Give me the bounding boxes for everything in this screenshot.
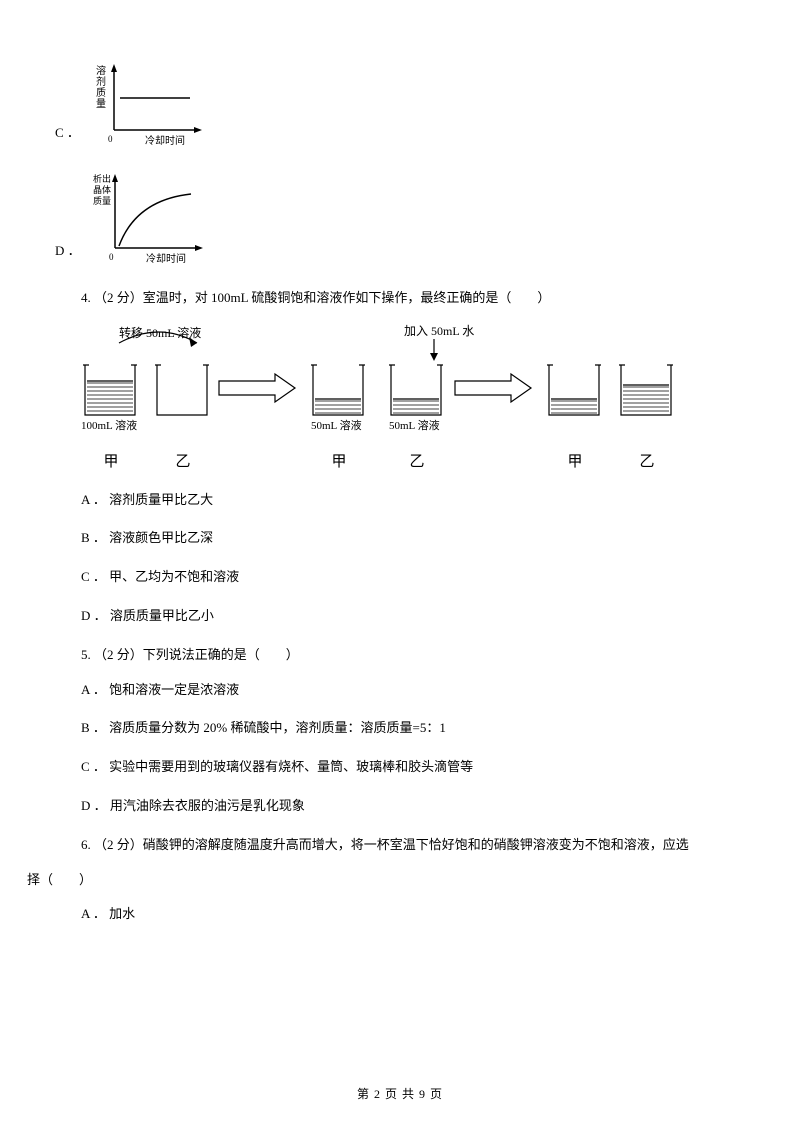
q6-stem-line2: 择（ ） <box>27 872 92 887</box>
q5-option-c: C ． 实验中需要用到的玻璃仪器有烧杯、量筒、玻璃棒和胶头滴管等 <box>55 757 745 778</box>
graph-c-block: C ． 溶 剂 质 量 0 冷却时间 <box>55 60 745 152</box>
q4-option-d: D ． 溶质质量甲比乙小 <box>55 606 745 627</box>
graph-c-svg: 溶 剂 质 量 0 冷却时间 <box>90 60 210 152</box>
q5-stem: 5. （2 分）下列说法正确的是（ ） <box>55 645 745 666</box>
q4-option-b: B ． 溶液颜色甲比乙深 <box>55 528 745 549</box>
q5-option-a: A ． 饱和溶液一定是浓溶液 <box>55 680 745 701</box>
graph-c-letter: C ． <box>55 123 80 152</box>
graph-c-ylabel-1: 剂 <box>96 75 106 88</box>
q4-option-c: C ． 甲、乙均为不饱和溶液 <box>55 567 745 588</box>
graph-c-xlabel: 冷却时间 <box>145 134 185 147</box>
graph-c-ylabel-0: 溶 <box>96 64 106 77</box>
q6-option-a: A ． 加水 <box>55 904 745 925</box>
q5-option-d: D ． 用汽油除去衣服的油污是乳化现象 <box>55 796 745 817</box>
svg-text:100mL 溶液: 100mL 溶液 <box>81 418 137 432</box>
svg-text:质: 质 <box>93 195 102 206</box>
q4-stem: 4. （2 分）室温时，对 100mL 硫酸铜饱和溶液作如下操作，最终正确的是（… <box>55 288 745 309</box>
svg-text:量: 量 <box>102 196 111 206</box>
svg-text:0: 0 <box>108 134 113 144</box>
graph-d-svg: 析 出 晶 体 质 量 0 冷却时间 <box>91 170 211 270</box>
q4-diagram: 转移 50mL 溶液 加入 50mL 水 100mL 溶液 <box>79 323 745 474</box>
q4-option-a: A ． 溶剂质量甲比乙大 <box>55 490 745 511</box>
graph-d-block: D ． 析 出 晶 体 质 量 0 冷却时间 <box>55 170 745 270</box>
svg-text:0: 0 <box>109 252 114 262</box>
svg-text:出: 出 <box>102 173 111 184</box>
graph-d-letter: D ． <box>55 241 81 270</box>
q4-diagram-svg: 转移 50mL 溶液 加入 50mL 水 100mL 溶液 <box>79 323 689 441</box>
q6-stem-line1: 6. （2 分）硝酸钾的溶解度随温度升高而增大，将一杯室温下恰好饱和的硝酸钾溶液… <box>55 835 745 856</box>
graph-c-ylabel-3: 量 <box>96 98 106 110</box>
svg-text:50mL 溶液: 50mL 溶液 <box>389 418 440 432</box>
q5-option-b: B ． 溶质质量分数为 20% 稀硫酸中，溶剂质量：溶质质量=5：1 <box>55 718 745 739</box>
q4-labels-row: 甲 乙 甲 乙 甲 乙 <box>79 450 745 474</box>
graph-c-ylabel-2: 质 <box>96 87 106 99</box>
svg-text:晶: 晶 <box>93 185 102 195</box>
svg-text:加入 50mL 水: 加入 50mL 水 <box>404 324 474 338</box>
graph-d-xlabel: 冷却时间 <box>146 252 186 265</box>
svg-text:50mL 溶液: 50mL 溶液 <box>311 418 362 432</box>
svg-text:体: 体 <box>102 184 111 195</box>
svg-text:析: 析 <box>93 173 102 184</box>
page-footer: 第 2 页 共 9 页 <box>0 1085 800 1104</box>
